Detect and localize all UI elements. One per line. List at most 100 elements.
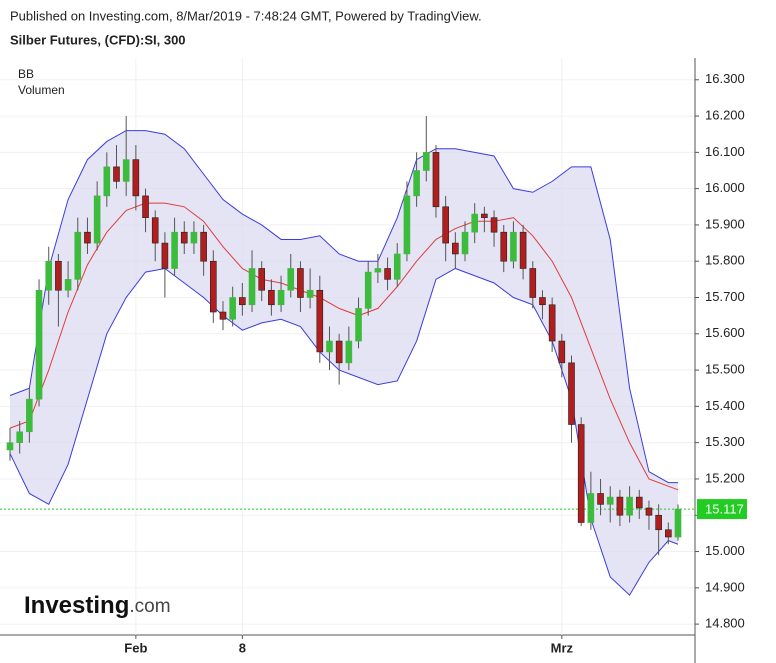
candle-body	[539, 297, 546, 306]
candle-body	[665, 529, 672, 538]
candle-body	[529, 268, 537, 298]
y-tick-label: 16.000	[705, 180, 745, 195]
candle-body	[326, 340, 333, 353]
candle-body	[500, 231, 508, 262]
x-tick-label: Mrz	[551, 640, 574, 655]
y-tick-label: 14.800	[705, 616, 745, 631]
candle-body	[26, 398, 33, 433]
candle-body	[64, 279, 72, 291]
candle-body	[413, 170, 420, 197]
y-tick-label: 15.700	[705, 289, 745, 304]
candle-body	[403, 195, 411, 255]
candle-body	[461, 231, 469, 255]
candle-body	[297, 268, 304, 298]
candle-body	[345, 340, 353, 364]
y-tick-label: 14.900	[705, 579, 745, 594]
candle-body	[277, 289, 285, 306]
candle-body	[103, 166, 111, 197]
band-middle	[9, 202, 679, 491]
candle-body	[35, 289, 43, 400]
candle-body	[6, 442, 14, 451]
y-tick-label: 15.000	[705, 543, 745, 558]
y-tick-label: 16.300	[705, 71, 745, 86]
candle-body	[364, 271, 372, 309]
candle-body	[490, 217, 498, 233]
candle-body	[577, 424, 585, 523]
x-tick-label: 8	[239, 640, 246, 655]
candle-body	[587, 493, 595, 523]
candle-body	[558, 340, 566, 364]
candle-body	[93, 195, 101, 244]
candle-body	[510, 231, 517, 262]
logo: Investing.com	[24, 592, 171, 619]
candle-body	[316, 289, 324, 353]
candle-body	[190, 231, 198, 244]
chart-title: Silber Futures, (CFD):SI, 300	[10, 32, 186, 47]
candle-body	[597, 493, 604, 505]
candle-body	[432, 152, 440, 208]
candle-body	[306, 289, 314, 298]
candle-body	[151, 217, 159, 244]
x-tick-label: Feb	[124, 640, 147, 655]
y-tick-label: 15.500	[705, 362, 745, 377]
candle-body	[142, 195, 149, 218]
logo-brand: Investing	[24, 592, 129, 619]
candle-body	[548, 304, 556, 342]
candle-body	[132, 159, 140, 197]
band-fill	[10, 130, 678, 596]
y-tick-label: 15.800	[705, 253, 745, 268]
candle-body	[219, 311, 227, 320]
candle-body	[180, 231, 188, 244]
candle-body	[384, 268, 391, 280]
candle-body	[229, 297, 236, 320]
candle-body	[171, 231, 178, 269]
candle-body	[239, 297, 246, 306]
candle-body	[113, 166, 120, 182]
candle-body	[374, 268, 382, 273]
candle-body	[568, 362, 575, 425]
candle-body	[422, 152, 430, 171]
candle-body	[248, 268, 256, 306]
last-price-label: 15.117	[705, 502, 744, 517]
candle-body	[258, 268, 266, 291]
y-tick-label: 15.400	[705, 398, 745, 413]
candle-body	[16, 431, 23, 443]
candle-body	[442, 206, 449, 244]
band-upper	[9, 130, 678, 484]
candle-body	[161, 242, 169, 269]
y-tick-label: 15.200	[705, 470, 745, 485]
candle-body	[122, 159, 130, 182]
candle-body	[616, 496, 624, 516]
candle-body	[519, 231, 527, 269]
candle-body	[84, 231, 91, 244]
candle-body	[452, 242, 459, 255]
candle-body	[674, 508, 682, 538]
y-tick-label: 15.900	[705, 216, 745, 231]
candle-body	[655, 514, 662, 531]
y-tick-label: 15.600	[705, 325, 745, 340]
y-tick-label: 16.100	[705, 144, 745, 159]
candle-body	[74, 231, 82, 280]
candle-body	[626, 496, 633, 516]
candle-body	[645, 507, 653, 516]
logo-suffix: .com	[129, 596, 170, 617]
candle-body	[481, 213, 488, 218]
y-tick-label: 15.300	[705, 434, 745, 449]
candle-body	[55, 260, 62, 291]
candle-body	[200, 231, 207, 262]
candle-body	[471, 213, 478, 233]
candle-body	[635, 496, 643, 509]
legend-entry: BB	[18, 67, 34, 81]
legend-entry: Volumen	[18, 83, 65, 97]
header: Published on Investing.com, 8/Mar/2019 -…	[10, 8, 482, 23]
candle-body	[335, 340, 343, 364]
candle-body	[287, 268, 295, 291]
candle-body	[355, 308, 362, 342]
candle-body	[45, 260, 53, 291]
candle-body	[268, 289, 275, 306]
y-tick-label: 16.200	[705, 108, 745, 123]
candle-body	[210, 260, 217, 313]
last-price-box	[697, 499, 747, 520]
candle-body	[393, 253, 401, 280]
